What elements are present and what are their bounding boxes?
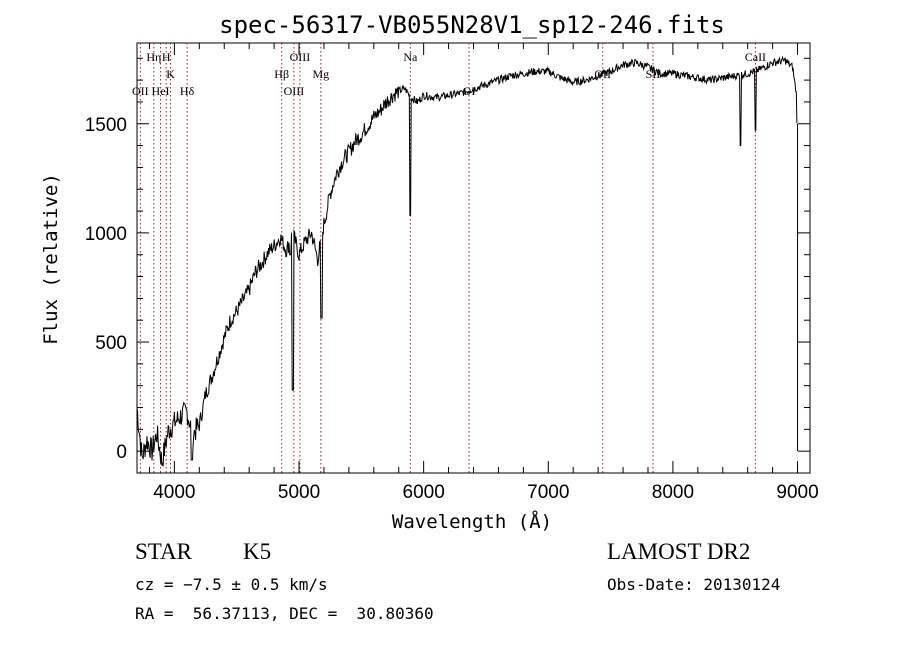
spectrum-series bbox=[136, 55, 799, 467]
redshift-text: cz = −7.5 ± 0.5 km/s bbox=[135, 575, 328, 594]
plot-frame bbox=[136, 42, 811, 474]
spectral-line-label: Hβ bbox=[274, 67, 289, 81]
y-tick-label: 1500 bbox=[85, 115, 127, 136]
spectral-line-label: OIII bbox=[284, 84, 305, 98]
y-tick-label: 0 bbox=[116, 442, 127, 463]
object-subclass: K5 bbox=[243, 539, 272, 564]
spectral-line-label: Na bbox=[403, 50, 418, 64]
spectral-line-label: CaII bbox=[745, 50, 766, 64]
axis-ticks: 4000 5000 6000 7000 8000 9000 0 500 1000 1500 bbox=[85, 43, 819, 503]
chart-title: spec-56317-VB055N28V1_sp12-246.fits bbox=[219, 11, 725, 39]
x-tick-label: 4000 bbox=[153, 482, 195, 503]
spectral-line-label: OII bbox=[132, 84, 149, 98]
y-tick-label: 500 bbox=[95, 333, 127, 354]
object-class: STAR bbox=[135, 539, 192, 564]
x-tick-label: 7000 bbox=[527, 482, 569, 503]
spectral-line-label: Mg bbox=[312, 67, 329, 81]
spectral-line-label: HeI bbox=[152, 84, 170, 98]
spectral-line-label: Hδ bbox=[180, 84, 195, 98]
x-tick-label: 9000 bbox=[776, 482, 818, 503]
spectrum-line bbox=[136, 55, 798, 467]
spectral-line-label: Hη bbox=[146, 50, 161, 64]
x-axis-label: Wavelength (Å) bbox=[392, 510, 552, 533]
coordinates: RA = 56.37113, DEC = 30.80360 bbox=[135, 604, 434, 623]
spectral-line-label: OIII bbox=[290, 50, 311, 64]
x-tick-label: 8000 bbox=[652, 482, 694, 503]
x-tick-label: 6000 bbox=[403, 482, 445, 503]
plot-border bbox=[136, 42, 811, 474]
x-tick-label: 5000 bbox=[278, 482, 320, 503]
obs-date: Obs-Date: 20130124 bbox=[607, 575, 781, 594]
y-tick-label: 1000 bbox=[85, 224, 127, 245]
y-axis-label: Flux (relative) bbox=[40, 173, 62, 345]
spectral-line-label: H bbox=[162, 50, 171, 64]
survey-name: LAMOST DR2 bbox=[607, 539, 751, 564]
spectral-line-label: K bbox=[166, 67, 175, 81]
